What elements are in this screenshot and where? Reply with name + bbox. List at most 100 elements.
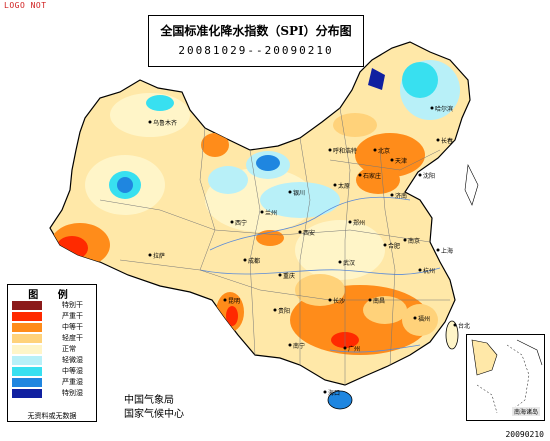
- legend-swatch: [12, 356, 42, 365]
- city-dot: [436, 138, 440, 142]
- legend-swatch: [12, 367, 42, 376]
- city-label: 济南: [395, 193, 408, 200]
- rivers: [199, 196, 441, 353]
- city-dot: [418, 173, 422, 177]
- legend-label: 特别湿: [62, 389, 83, 397]
- city-label: 南昌: [373, 298, 386, 305]
- south-china-sea-inset: 南海诸岛: [466, 334, 545, 421]
- city-dot: [328, 148, 332, 152]
- legend-swatch: [12, 389, 42, 398]
- legend-footer: 无资料或无数据: [27, 412, 77, 420]
- legend-swatch: [12, 323, 42, 332]
- city-label: 台北: [458, 323, 471, 330]
- city-label: 天津: [395, 158, 408, 165]
- city-dot: [358, 173, 362, 177]
- legend-item: 轻度干: [12, 334, 96, 343]
- city-dot: [418, 268, 422, 272]
- hainan-island: [327, 390, 353, 410]
- city-dot: [273, 308, 277, 312]
- city-label: 呼和浩特: [333, 148, 358, 155]
- legend: 图 例 特别干严重干中等干轻度干正常轻微湿中等湿严重湿特别湿 无资料或无数据: [7, 284, 97, 422]
- city-label: 西宁: [235, 220, 248, 227]
- legend-swatch: [12, 345, 42, 354]
- city-dot: [390, 193, 394, 197]
- city-label: 乌鲁木齐: [153, 120, 178, 127]
- title-box: 全国标准化降水指数（SPI）分布图 20081029--20090210: [148, 15, 364, 67]
- city-label: 福州: [418, 316, 431, 323]
- legend-heading: 图 例: [28, 290, 76, 301]
- city-dot: [328, 298, 332, 302]
- city-label: 重庆: [283, 273, 296, 280]
- taiwan-island: [445, 320, 459, 350]
- city-label: 石家庄: [363, 173, 382, 180]
- city-dot: [383, 243, 387, 247]
- city-label: 上海: [441, 248, 454, 255]
- date-stamp: 20090210: [505, 430, 544, 439]
- map-title: 全国标准化降水指数（SPI）分布图: [160, 24, 352, 38]
- city-dot: [223, 298, 227, 302]
- legend-label: 轻度干: [62, 334, 83, 342]
- city-label: 北京: [378, 148, 391, 155]
- city-dot: [148, 253, 152, 257]
- city-label: 哈尔滨: [435, 106, 454, 113]
- legend-item: 严重湿: [12, 378, 96, 387]
- city-label: 贵阳: [278, 308, 291, 315]
- city-dot: [148, 120, 152, 124]
- city-dot: [230, 220, 234, 224]
- city-label: 合肥: [388, 243, 401, 250]
- city-label: 海口: [328, 390, 341, 397]
- legend-item: 中等干: [12, 323, 96, 332]
- legend-swatch: [12, 334, 42, 343]
- city-dot: [348, 220, 352, 224]
- legend-item: 严重干: [12, 312, 96, 321]
- city-label: 沈阳: [423, 173, 436, 180]
- city-dot: [323, 390, 327, 394]
- city-label: 太原: [338, 183, 351, 190]
- city-label: 昆明: [228, 298, 241, 305]
- city-label: 杭州: [423, 268, 436, 275]
- city-dot: [288, 343, 292, 347]
- city-label: 兰州: [265, 210, 278, 217]
- legend-label: 严重干: [62, 312, 83, 320]
- legend-item: 中等湿: [12, 367, 96, 376]
- korea-outline: [464, 163, 479, 206]
- agency-line-2: 国家气候中心: [124, 409, 184, 420]
- city-label: 武汉: [343, 260, 356, 267]
- city-dot: [390, 158, 394, 162]
- northeast-wet-spot: [368, 68, 385, 90]
- city-dot: [243, 258, 247, 262]
- city-label: 拉萨: [153, 253, 166, 260]
- corner-note: LOGO NOT: [4, 1, 47, 10]
- city-dot: [298, 230, 302, 234]
- city-dot: [343, 346, 347, 350]
- city-dot: [333, 183, 337, 187]
- city-label: 西安: [303, 230, 316, 237]
- city-dot: [413, 316, 417, 320]
- legend-swatch: [12, 312, 42, 321]
- city-dot: [288, 190, 292, 194]
- legend-swatch: [12, 301, 42, 310]
- city-label: 南宁: [293, 343, 306, 350]
- inset-map: [471, 339, 543, 414]
- city-dot: [338, 260, 342, 264]
- city-label: 长春: [441, 138, 454, 145]
- city-label: 长沙: [333, 298, 346, 305]
- legend-label: 严重湿: [62, 378, 83, 386]
- city-label: 南京: [408, 238, 421, 245]
- legend-label: 轻微湿: [62, 356, 83, 364]
- legend-label: 特别干: [62, 301, 83, 309]
- legend-swatch: [12, 378, 42, 387]
- city-dot: [278, 273, 282, 277]
- legend-label: 正常: [62, 345, 76, 353]
- legend-item: 特别湿: [12, 389, 96, 398]
- agency-line-1: 中国气象局: [124, 395, 174, 406]
- city-label: 郑州: [353, 220, 366, 227]
- legend-label: 中等湿: [62, 367, 83, 375]
- city-markers: [148, 106, 457, 394]
- city-dot: [436, 248, 440, 252]
- city-dot: [368, 298, 372, 302]
- inset-label: 南海诸岛: [511, 407, 540, 416]
- city-dot: [403, 238, 407, 242]
- legend-item: 轻微湿: [12, 356, 96, 365]
